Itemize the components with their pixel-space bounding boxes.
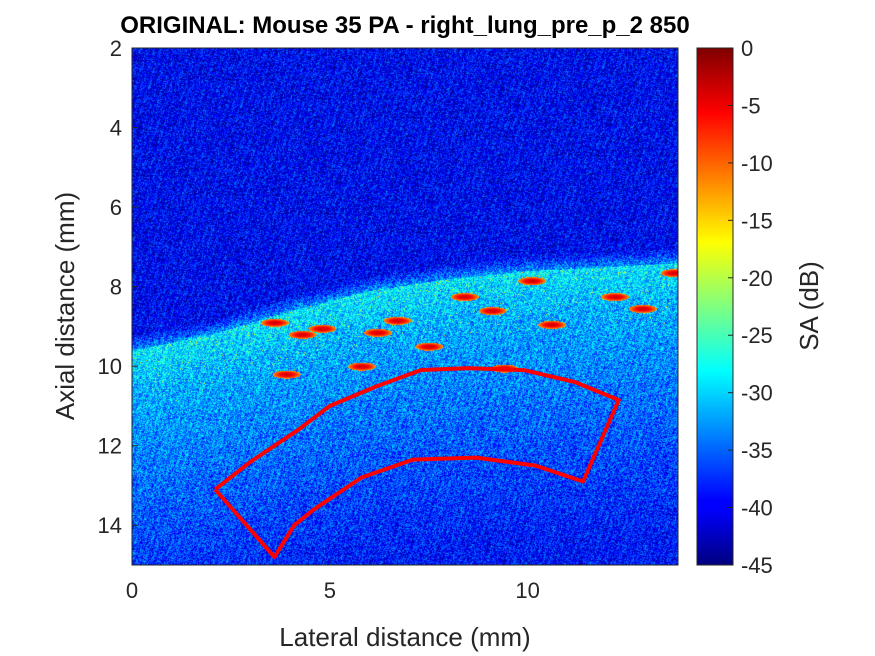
y-tick-label: 10 [98,354,122,379]
y-tick-label: 4 [110,116,122,141]
y-axis-label: Axial distance (mm) [50,192,80,420]
colorbar-tick-label: -15 [741,208,773,233]
colorbar-tick-label: -10 [741,151,773,176]
colorbar-tick-label: -30 [741,381,773,406]
plot-frame [131,47,679,566]
y-axis: 2 4 6 8 10 12 14 [98,36,138,538]
colorbar-tick-label: -5 [741,93,761,118]
x-axis: 0 5 10 [126,559,540,603]
plot-area [131,47,679,566]
colorbar-ticks: 0 -5 -10 -15 -20 -25 -30 -35 -40 -45 [728,36,773,578]
colorbar-tick-label: -45 [741,553,773,578]
roi-layer [213,366,621,559]
y-tick-label: 2 [110,36,122,61]
x-tick-label: 10 [515,578,539,603]
colorbar-tick-label: -40 [741,496,773,521]
heatmap-image [132,48,678,565]
y-tick-label: 12 [98,434,122,459]
y-tick-label: 14 [98,513,122,538]
colorbar: 0 -5 -10 -15 -20 -25 -30 -35 -40 -45 SA (dB) [696,36,824,578]
colorbar-tick-label: 0 [741,36,753,61]
colorbar-tick-label: -25 [741,323,773,348]
colorbar-gradient [696,47,734,566]
colorbar-label: SA (dB) [794,261,824,351]
roi-outline [213,366,621,559]
y-tick-label: 8 [110,275,122,300]
x-tick-label: 5 [324,578,336,603]
chart-title: ORIGINAL: Mouse 35 PA - right_lung_pre_p… [120,12,689,39]
colorbar-tick-label: -20 [741,266,773,291]
x-axis-label: Lateral distance (mm) [279,622,530,652]
colorbar-tick-label: -35 [741,438,773,463]
x-tick-label: 0 [126,578,138,603]
y-tick-label: 6 [110,195,122,220]
